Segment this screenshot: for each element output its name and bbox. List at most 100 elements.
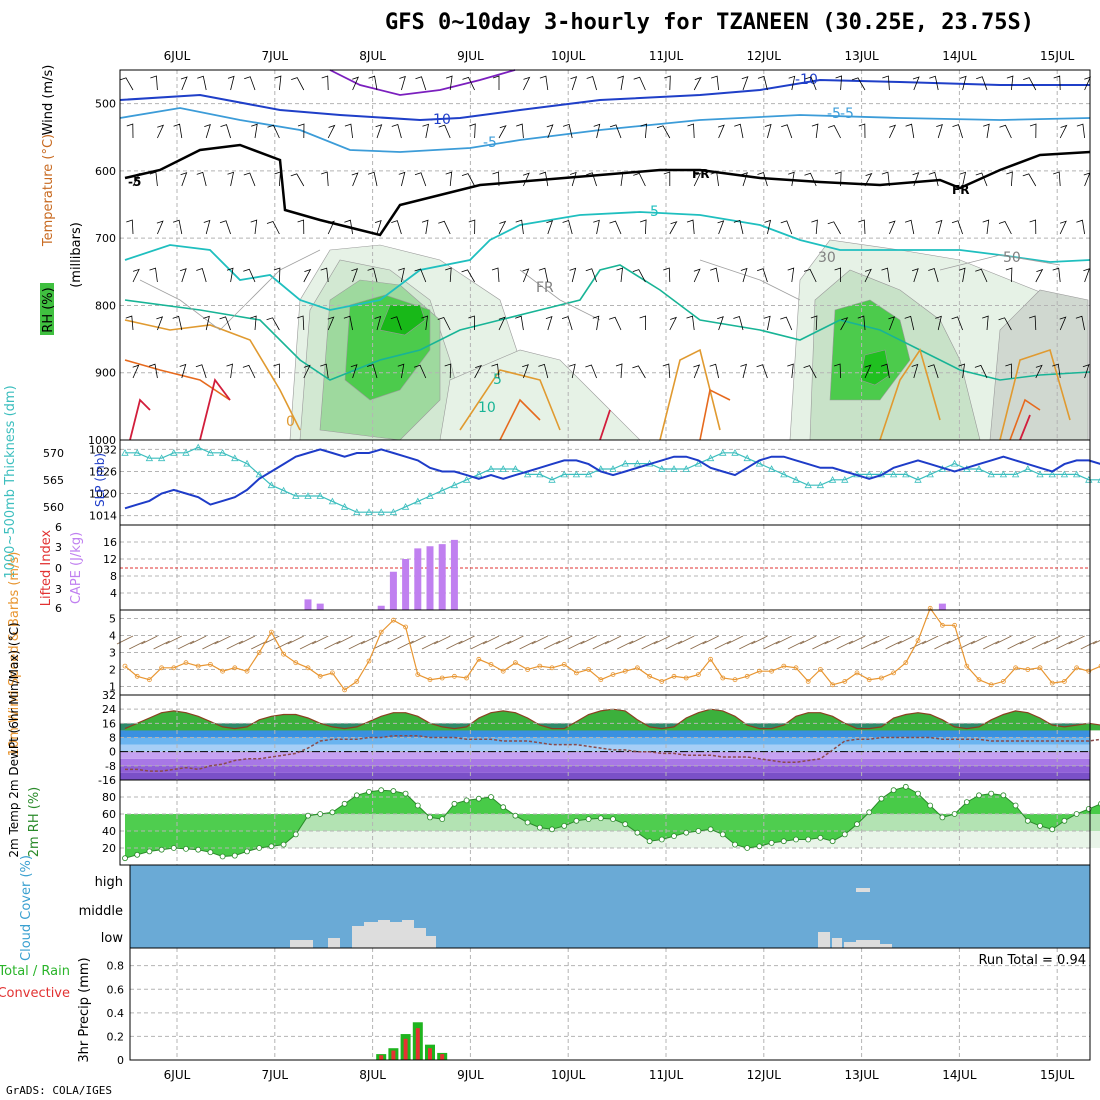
rh-point (988, 790, 995, 797)
cloud-level-label: high (95, 875, 123, 890)
rh-point (280, 841, 287, 848)
wind-point (342, 687, 348, 693)
slp-line (124, 448, 1100, 510)
wind-point (891, 670, 896, 676)
wind-point (134, 673, 140, 679)
cloud-level-label: middle (79, 904, 123, 919)
rh-point (597, 815, 604, 822)
wind-point (574, 670, 579, 676)
cape-tick-label: 12 (103, 553, 117, 566)
wind-point (757, 668, 762, 674)
thickness-point (694, 459, 703, 467)
thickness-point (633, 459, 642, 467)
wind-point (183, 660, 189, 666)
thickness-point (182, 448, 190, 456)
rh-point (732, 841, 738, 848)
y-axis-label: 1000~500mb Thickness (dm) (3, 385, 18, 578)
li-tick-label: 3 (55, 541, 62, 554)
x-tick-label-bottom: 11JUL (649, 1068, 684, 1082)
wind-point (818, 667, 823, 672)
rh-point (671, 833, 677, 839)
rh-point (353, 792, 360, 799)
thickness-point (365, 508, 373, 516)
rh-point (768, 840, 775, 846)
wind-point (268, 629, 274, 635)
wind-point (635, 665, 640, 671)
rh-point (939, 814, 946, 821)
run-total-label: Run Total = 0.94 (978, 953, 1086, 968)
thickness-point (218, 448, 227, 456)
li-tick-label: 6 (55, 521, 62, 534)
wind-point (146, 677, 152, 683)
y-axis-label: (millibars) (69, 222, 84, 288)
wind-point (476, 656, 482, 662)
legend-total-rain: Total / Rain (0, 964, 70, 979)
thickness-point (706, 454, 715, 462)
wind-point (842, 679, 848, 684)
cape-bar (402, 559, 410, 610)
x-tick-label-bottom: 10JUL (551, 1068, 586, 1082)
thickness-point (816, 481, 825, 489)
li-tick-label: 3 (55, 583, 62, 596)
wind-point (293, 660, 299, 666)
y-tick-label: 0.2 (107, 1030, 125, 1043)
chart-title: GFS 0~10day 3-hourly for TZANEEN (30.25E… (385, 10, 1035, 35)
wind-point (1062, 679, 1067, 684)
rh-point (841, 831, 848, 838)
wind-point (720, 675, 726, 681)
rh-point (561, 823, 568, 829)
rh-point (902, 783, 909, 790)
thickness-point (902, 470, 910, 478)
rh-shade-area (379, 304, 426, 336)
contour-label: 30 (818, 250, 836, 266)
wind-point (354, 679, 360, 684)
rh-point (622, 821, 629, 828)
wind-point (451, 673, 457, 679)
wind-point (586, 667, 591, 672)
cloud-block (414, 928, 426, 948)
rh-point (524, 819, 531, 826)
x-tick-label-top: 6JUL (164, 49, 191, 63)
wind-point (1037, 665, 1043, 671)
y-tick-label: -16 (98, 774, 116, 787)
y-axis-label: SLP (mb) (93, 453, 107, 507)
thickness-point (1072, 470, 1081, 478)
wind-point (220, 668, 226, 674)
thickness-point (841, 475, 849, 483)
slp-frame (119, 439, 1091, 526)
temp-band (120, 758, 1090, 766)
rh-legend-swatch (40, 283, 54, 335)
cloud-level-label: low (101, 931, 124, 946)
contour-line (139, 249, 1061, 331)
thickness-point (426, 492, 434, 499)
cape-tick-label: 16 (103, 536, 117, 549)
thickness-point (243, 459, 251, 467)
wind-point (610, 672, 616, 677)
x-tick-label-top: 8JUL (359, 49, 386, 63)
cloud-block (352, 926, 364, 948)
y-tick-label: 900 (95, 367, 116, 380)
wind-point (513, 660, 518, 666)
thickness-point (1024, 465, 1032, 472)
rh-point (878, 795, 885, 802)
thickness-tick-label: 570 (43, 447, 64, 460)
y-tick-label: -8 (105, 760, 116, 773)
precip-convective-bar (391, 1050, 396, 1060)
thickness-tick-label: 565 (43, 474, 64, 487)
rh-point (219, 853, 226, 860)
y-axis-label: 3hr Precip (mm) (77, 957, 92, 1062)
wind-point (964, 663, 970, 669)
cloud-block (832, 938, 842, 948)
wind-point (671, 673, 677, 679)
wind-point (464, 675, 470, 681)
thickness-point (548, 475, 556, 483)
rh-point (292, 831, 299, 838)
y-tick-label: 800 (95, 299, 116, 312)
wind-point (915, 638, 921, 643)
wind-point (427, 677, 433, 683)
thickness-point (340, 502, 349, 510)
wind-point (598, 677, 604, 683)
x-tick-label-top: 15JUL (1040, 49, 1075, 63)
